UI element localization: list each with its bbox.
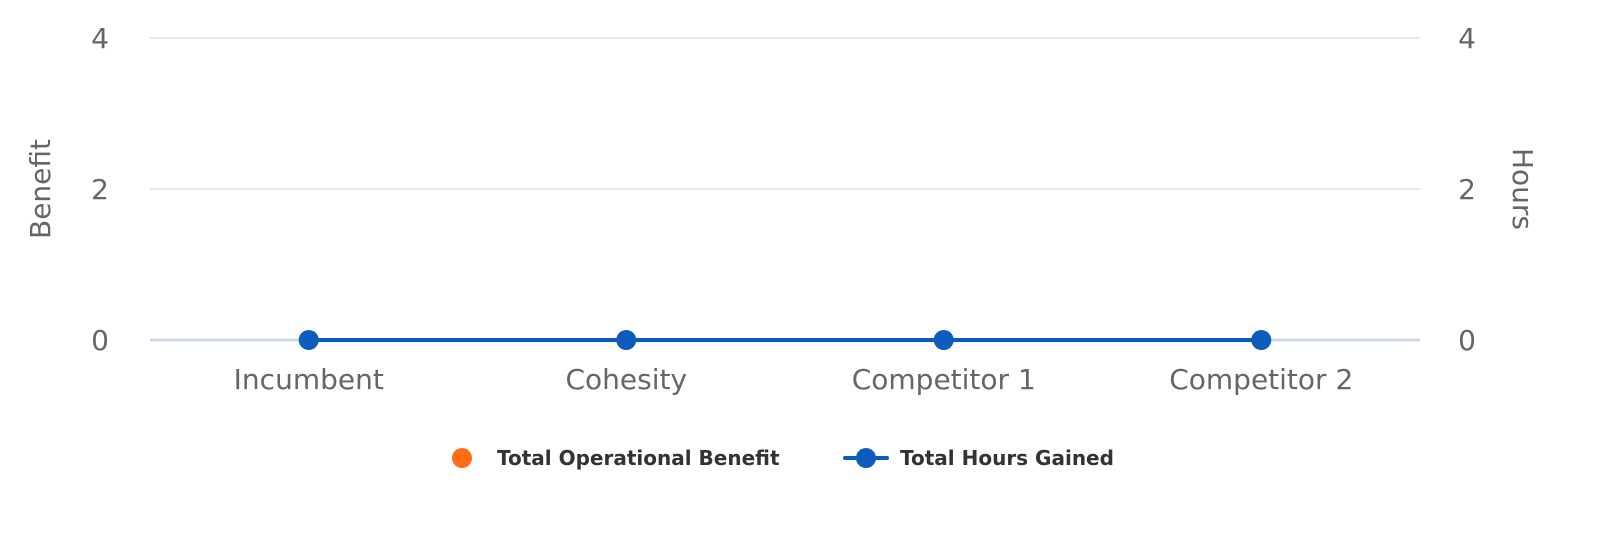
right-axis-tick-label: 4 [1458,22,1476,55]
hours-point [933,330,954,350]
x-axis: Incumbent Cohesity Competitor 1 Competitor … [234,363,1354,396]
legend-benefit-marker [452,448,472,468]
x-axis-category-label: Competitor 1 [852,363,1036,396]
legend-hours-marker [856,448,876,468]
right-axis-tick-label: 2 [1458,173,1476,206]
right-axis: 0 2 4 [1458,22,1476,357]
series-layer [298,330,1272,350]
legend-hours-label: Total Hours Gained [900,446,1114,470]
left-axis-tick-label: 2 [91,173,109,206]
left-axis-tick-label: 0 [91,324,109,357]
legend: Total Operational Benefit Total Hours Gai… [452,446,1114,470]
left-axis-tick-label: 4 [91,22,109,55]
legend-benefit-label: Total Operational Benefit [497,446,780,470]
grid-lines [150,37,1420,342]
left-axis-title: Benefit [24,139,57,239]
hours-point [298,330,319,350]
left-axis: 0 2 4 [91,22,109,357]
hours-point [616,330,637,350]
right-axis-title: Hours [1506,148,1539,230]
x-axis-category-label: Cohesity [565,363,687,396]
x-axis-category-label: Competitor 2 [1169,363,1353,396]
right-axis-tick-label: 0 [1458,324,1476,357]
x-axis-category-label: Incumbent [234,363,384,396]
hours-point [1251,330,1272,350]
